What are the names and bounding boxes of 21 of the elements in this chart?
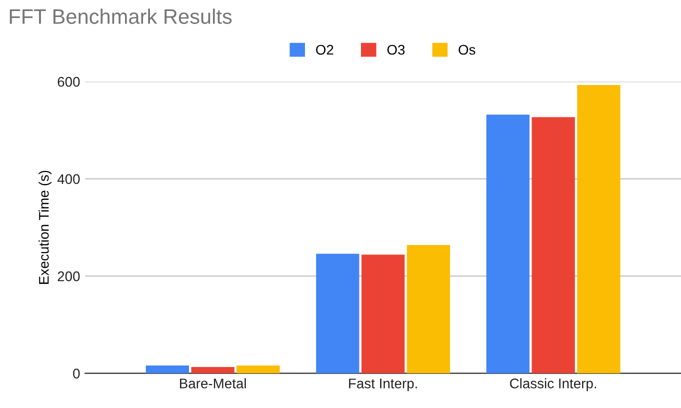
bar <box>577 85 620 374</box>
chart-title: FFT Benchmark Results <box>10 8 232 24</box>
bar <box>236 366 280 374</box>
x-tick-label: Bare-Metal <box>180 378 246 388</box>
bar <box>146 366 189 374</box>
legend-label: Os <box>458 44 476 55</box>
y-axis-title: Execution Time (s) <box>38 170 52 284</box>
bar <box>486 114 530 374</box>
y-tick-label: 0 <box>73 368 80 378</box>
bar <box>191 367 234 374</box>
x-tick-label: Fast Interp. <box>349 378 417 392</box>
y-tick-label: 600 <box>58 76 80 87</box>
bar <box>316 254 360 374</box>
bar <box>406 244 450 374</box>
x-tick-label: Classic Interp. <box>510 378 596 392</box>
legend-label: O3 <box>387 44 405 55</box>
legend-label: O2 <box>316 44 334 55</box>
y-tick-label: 200 <box>58 271 80 282</box>
bar <box>532 117 575 374</box>
y-tick-label: 400 <box>57 174 80 184</box>
bar <box>361 254 405 374</box>
